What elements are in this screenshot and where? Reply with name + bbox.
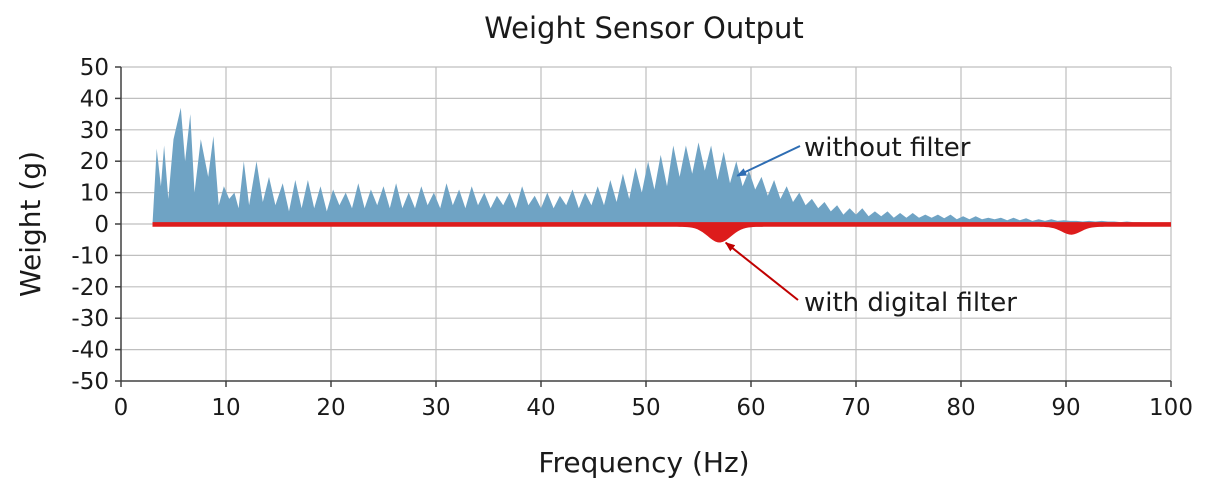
x-tick-label-90: 90 [1051, 395, 1080, 421]
annotation-arrow-with-digital-filter [724, 241, 799, 301]
x-tick-label-0: 0 [114, 395, 129, 421]
series-without-filter [152, 107, 1153, 224]
y-tick-label-40: 40 [80, 86, 109, 112]
y-tick-label-50: 50 [80, 55, 109, 81]
tick-labels: 0 10 20 30 40 50 60 70 80 90 10050403020100-10-20-… [71, 55, 1193, 421]
x-tick-label-30: 30 [421, 395, 450, 421]
axes [115, 66, 1172, 387]
x-tick-label-50: 50 [631, 395, 660, 421]
series-with-digital-filter [152, 222, 1171, 243]
x-axis-title: Frequency (Hz) [538, 446, 749, 479]
annotations: without filter with digital filter [724, 133, 1017, 318]
x-tick-label-40: 40 [526, 395, 555, 421]
x-tick-label-100: 100 [1149, 395, 1193, 421]
x-tick-label-60: 60 [736, 395, 765, 421]
y-tick-label--20: -20 [71, 275, 109, 301]
series-layer [152, 107, 1171, 243]
annotation-with-digital-filter: with digital filter [804, 288, 1017, 318]
y-tick-label--40: -40 [71, 338, 109, 364]
y-tick-label--30: -30 [71, 306, 109, 332]
y-tick-label-20: 20 [80, 149, 109, 175]
annotation-arrow-without-filter [736, 145, 801, 177]
y-axis-title: Weight (g) [14, 151, 47, 297]
x-tick-label-20: 20 [316, 395, 345, 421]
grid-lines [121, 66, 1172, 381]
y-tick-label-0: 0 [94, 212, 109, 238]
chart-title: Weight Sensor Output [484, 11, 804, 45]
y-tick-label-30: 30 [80, 118, 109, 144]
x-tick-label-80: 80 [946, 395, 975, 421]
y-tick-label--50: -50 [71, 369, 109, 395]
annotation-without-filter: without filter [804, 133, 971, 163]
y-tick-label--10: -10 [71, 243, 109, 269]
y-tick-label-10: 10 [80, 181, 109, 207]
x-tick-label-10: 10 [211, 395, 240, 421]
x-tick-label-70: 70 [841, 395, 870, 421]
